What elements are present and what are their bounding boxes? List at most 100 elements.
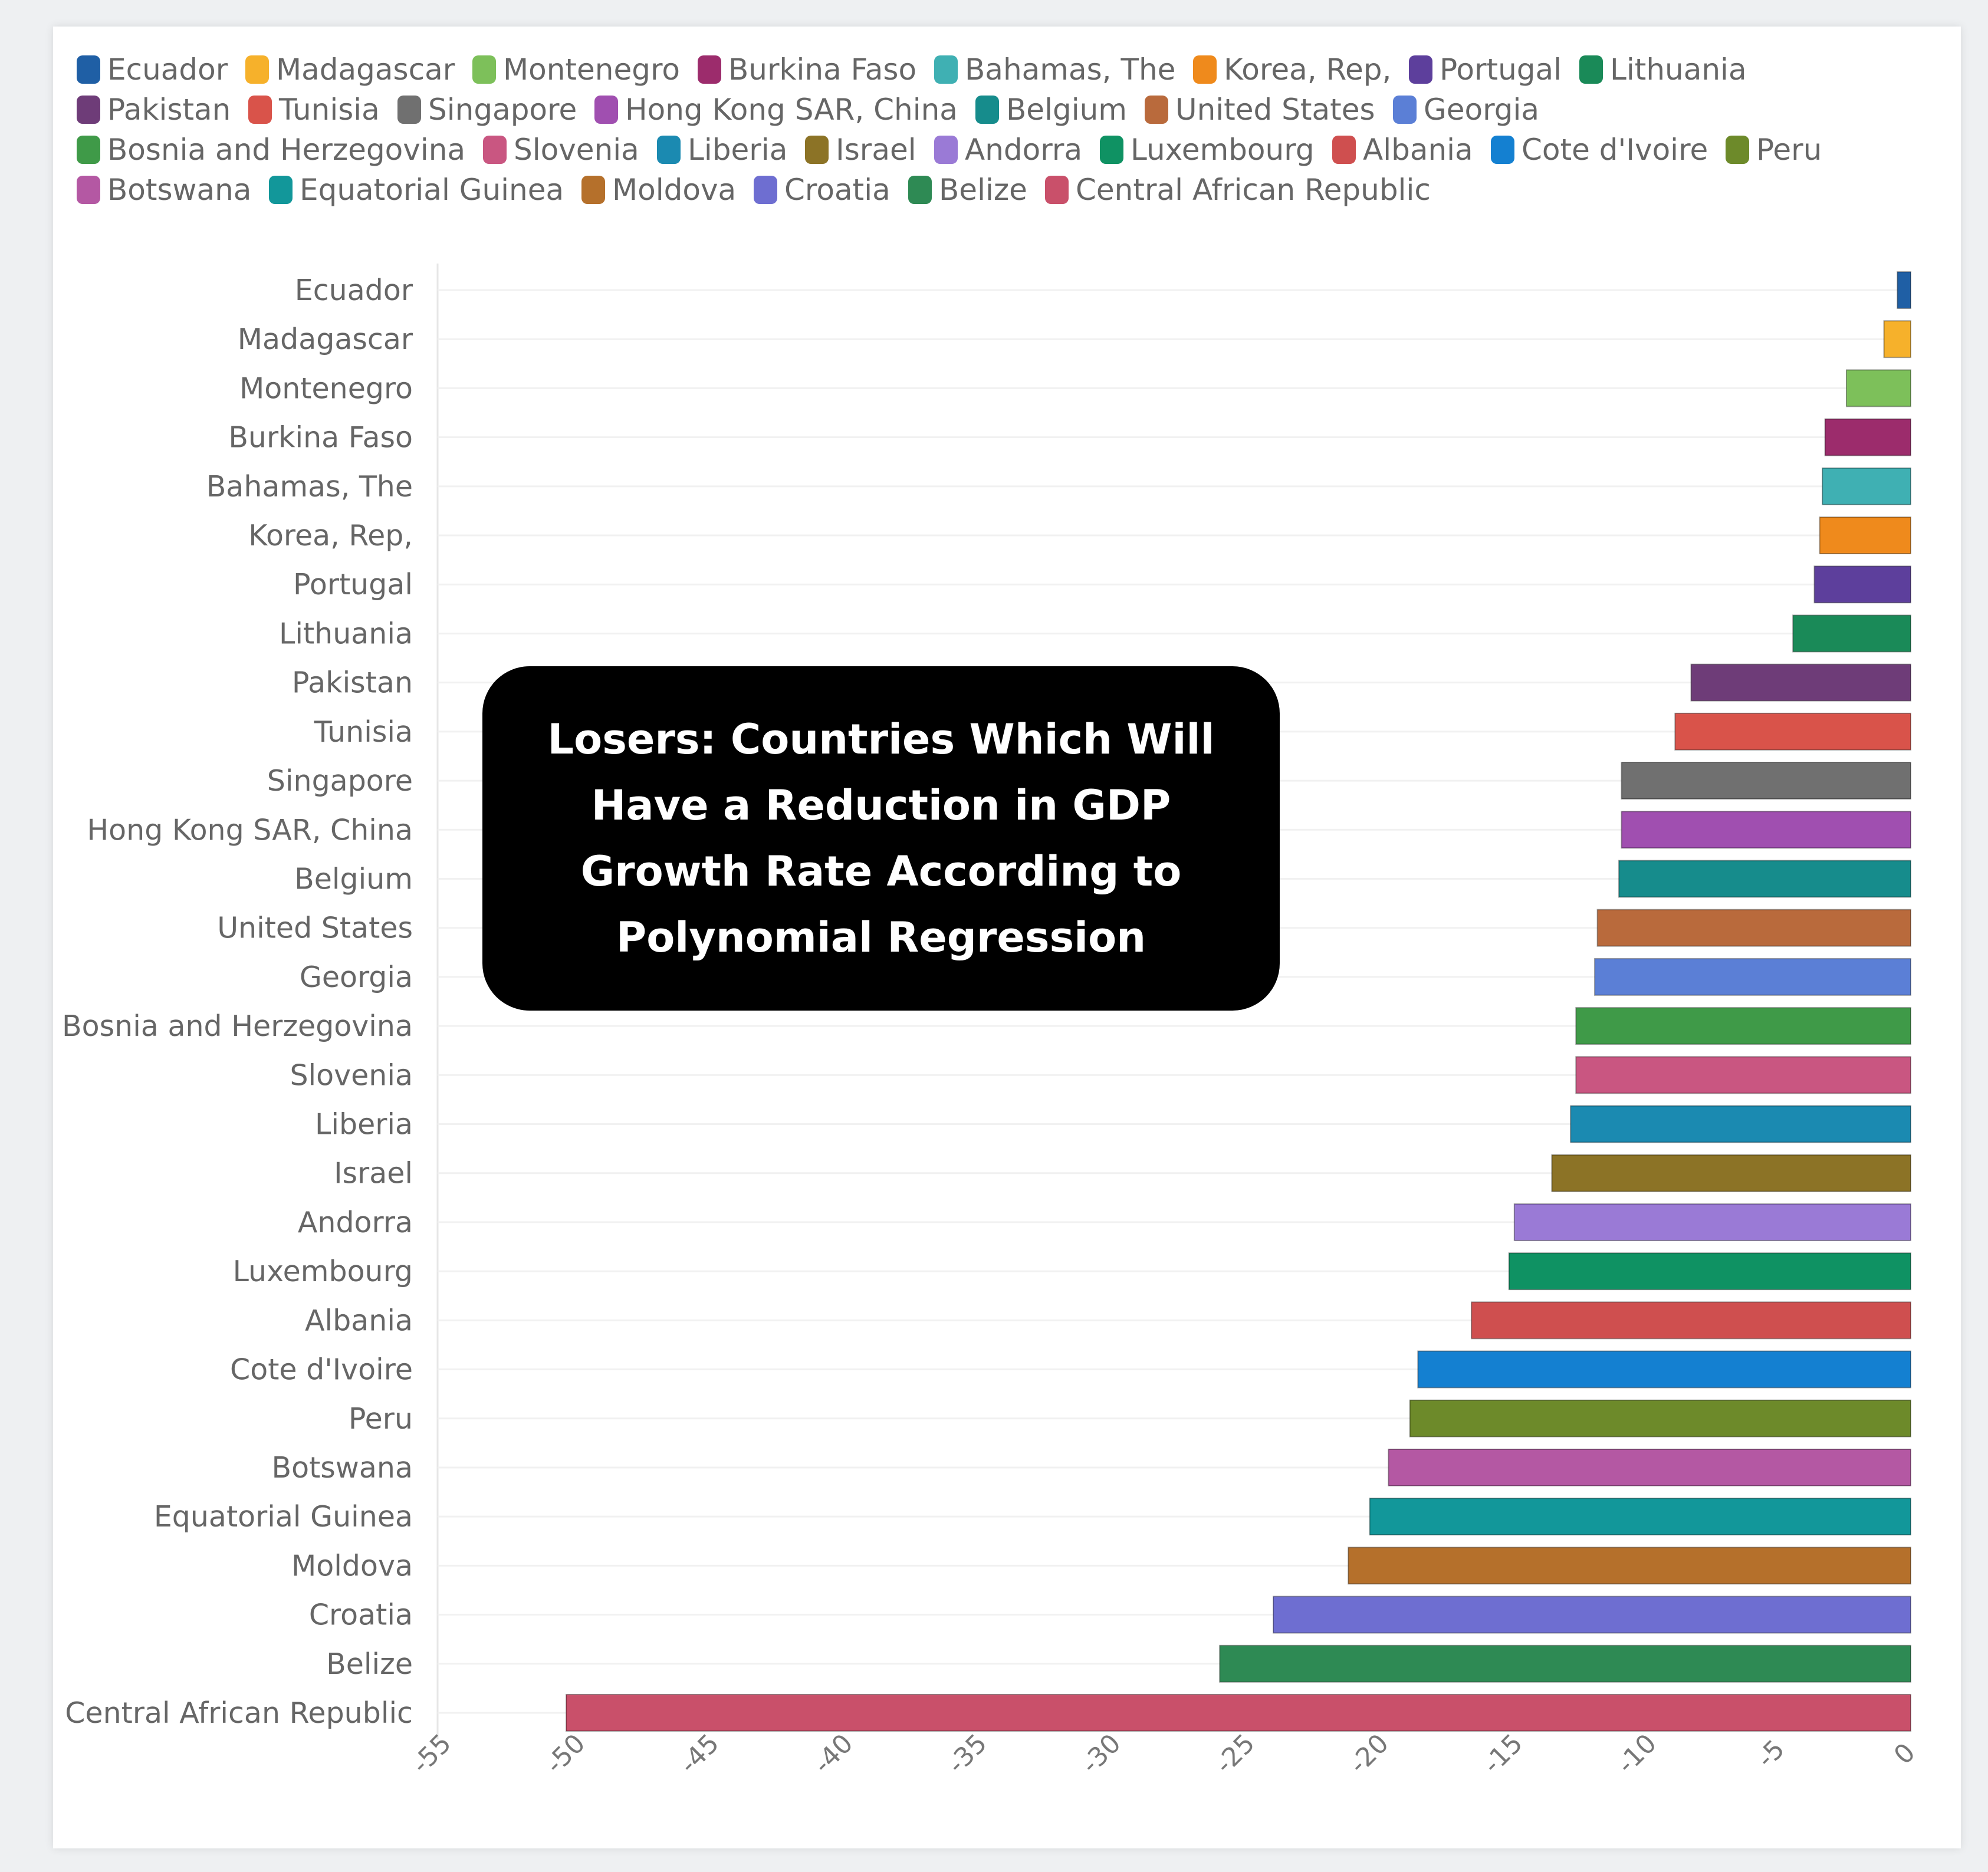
bar-hong-kong-sar-china[interactable]: [1621, 811, 1911, 849]
legend-item-equatorial-guinea[interactable]: Equatorial Guinea: [269, 172, 564, 208]
legend-label: Ecuador: [107, 52, 228, 87]
legend-item-croatia[interactable]: Croatia: [754, 172, 891, 208]
legend-item-central-african-republic[interactable]: Central African Republic: [1045, 172, 1431, 208]
bar-tunisia[interactable]: [1674, 712, 1912, 751]
legend-item-georgia[interactable]: Georgia: [1393, 92, 1539, 127]
bar-lithuania[interactable]: [1792, 614, 1911, 653]
y-tick-label: Montenegro: [239, 371, 413, 405]
legend-item-portugal[interactable]: Portugal: [1409, 52, 1562, 87]
legend-label: Peru: [1756, 133, 1822, 167]
bar-andorra[interactable]: [1513, 1203, 1911, 1241]
legend-item-lithuania[interactable]: Lithuania: [1579, 52, 1747, 87]
bar-croatia[interactable]: [1273, 1595, 1912, 1634]
legend-item-luxembourg[interactable]: Luxembourg: [1100, 132, 1315, 167]
bar-united-states[interactable]: [1596, 909, 1911, 947]
bar-montenegro[interactable]: [1845, 369, 1911, 407]
legend-swatch: [908, 176, 932, 204]
bar-georgia[interactable]: [1594, 958, 1911, 996]
legend-swatch: [698, 55, 721, 84]
legend-label: Israel: [836, 133, 916, 167]
y-tick-label: Bosnia and Herzegovina: [62, 1009, 413, 1043]
bar-slovenia[interactable]: [1575, 1056, 1911, 1094]
legend-swatch: [1491, 136, 1514, 164]
legend-item-united-states[interactable]: United States: [1145, 92, 1375, 127]
legend-item-slovenia[interactable]: Slovenia: [483, 132, 639, 167]
legend-item-botswana[interactable]: Botswana: [77, 172, 251, 208]
bar-moldova[interactable]: [1348, 1547, 1912, 1585]
legend-swatch: [397, 96, 421, 124]
legend-label: Pakistan: [107, 93, 231, 127]
x-tick-label: -5: [1751, 1734, 1790, 1774]
bar-bahamas-the[interactable]: [1822, 467, 1912, 505]
x-tick-label: -45: [673, 1728, 725, 1779]
chart-title-box: Losers: Countries Which Will Have a Redu…: [482, 666, 1280, 1011]
y-tick-label: Liberia: [315, 1108, 413, 1141]
legend-label: Belgium: [1006, 93, 1127, 127]
legend-swatch: [975, 96, 999, 124]
legend-label: Burkina Faso: [728, 52, 917, 87]
legend-swatch: [248, 96, 272, 124]
legend-item-belgium[interactable]: Belgium: [975, 92, 1127, 127]
legend-item-pakistan[interactable]: Pakistan: [77, 92, 231, 127]
legend-swatch: [934, 55, 958, 84]
bar-liberia[interactable]: [1570, 1105, 1912, 1143]
x-tick-label: -40: [808, 1728, 859, 1779]
legend-item-hong-kong-sar-china[interactable]: Hong Kong SAR, China: [594, 92, 958, 127]
y-tick-label: Madagascar: [238, 323, 413, 356]
legend-item-belize[interactable]: Belize: [908, 172, 1027, 208]
legend-item-bosnia-and-herzegovina[interactable]: Bosnia and Herzegovina: [77, 132, 465, 167]
legend-label: Tunisia: [279, 93, 380, 127]
bar-korea-rep[interactable]: [1819, 516, 1911, 555]
bar-portugal[interactable]: [1813, 565, 1912, 604]
y-tick-label: Slovenia: [290, 1058, 413, 1092]
bar-pakistan[interactable]: [1690, 663, 1911, 702]
bar-botswana[interactable]: [1388, 1448, 1911, 1486]
legend-item-andorra[interactable]: Andorra: [934, 132, 1082, 167]
y-tick-label: United States: [217, 912, 413, 945]
bar-ecuador[interactable]: [1897, 271, 1912, 309]
legend-item-korea-rep[interactable]: Korea, Rep,: [1193, 52, 1391, 87]
bar-albania[interactable]: [1471, 1301, 1911, 1340]
y-tick-label: Pakistan: [292, 666, 413, 700]
legend-swatch: [1393, 96, 1417, 124]
legend-swatch: [594, 96, 618, 124]
legend-item-moldova[interactable]: Moldova: [581, 172, 736, 208]
legend-item-montenegro[interactable]: Montenegro: [472, 52, 680, 87]
bar-madagascar[interactable]: [1883, 320, 1911, 358]
y-tick-label: Croatia: [309, 1598, 413, 1632]
bar-peru[interactable]: [1409, 1399, 1911, 1437]
legend-label: Andorra: [965, 133, 1083, 167]
legend-label: Portugal: [1440, 52, 1562, 87]
x-tick-label: -15: [1477, 1728, 1529, 1779]
bar-luxembourg[interactable]: [1508, 1252, 1911, 1291]
bar-singapore[interactable]: [1621, 762, 1911, 800]
bar-belgium[interactable]: [1618, 860, 1912, 898]
legend-item-israel[interactable]: Israel: [805, 132, 916, 167]
bar-bosnia-and-herzegovina[interactable]: [1575, 1007, 1911, 1045]
legend-item-liberia[interactable]: Liberia: [657, 132, 787, 167]
legend-item-cote-d-ivoire[interactable]: Cote d'Ivoire: [1491, 132, 1708, 167]
legend-item-madagascar[interactable]: Madagascar: [245, 52, 455, 87]
legend-swatch: [1145, 96, 1168, 124]
x-tick-label: -55: [406, 1728, 457, 1779]
legend-item-burkina-faso[interactable]: Burkina Faso: [698, 52, 916, 87]
bar-central-african-republic[interactable]: [566, 1694, 1911, 1732]
y-tick-label: Tunisia: [314, 715, 413, 749]
y-tick-label: Central African Republic: [65, 1696, 413, 1730]
legend-label: Bahamas, The: [965, 52, 1176, 87]
legend-item-ecuador[interactable]: Ecuador: [77, 52, 228, 87]
legend-item-singapore[interactable]: Singapore: [397, 92, 577, 127]
bar-equatorial-guinea[interactable]: [1369, 1498, 1911, 1536]
legend-item-tunisia[interactable]: Tunisia: [248, 92, 380, 127]
legend-item-bahamas-the[interactable]: Bahamas, The: [934, 52, 1175, 87]
x-tick-label: -10: [1611, 1728, 1662, 1779]
bar-belize[interactable]: [1219, 1644, 1911, 1683]
bar-burkina-faso[interactable]: [1824, 418, 1912, 456]
bar-cote-d-ivoire[interactable]: [1417, 1350, 1911, 1389]
legend-item-peru[interactable]: Peru: [1726, 132, 1822, 167]
bar-israel[interactable]: [1551, 1154, 1912, 1192]
y-tick-label: Peru: [349, 1402, 413, 1436]
x-tick-label: -35: [942, 1728, 993, 1779]
legend-item-albania[interactable]: Albania: [1332, 132, 1473, 167]
y-tick-label: Israel: [334, 1157, 413, 1190]
